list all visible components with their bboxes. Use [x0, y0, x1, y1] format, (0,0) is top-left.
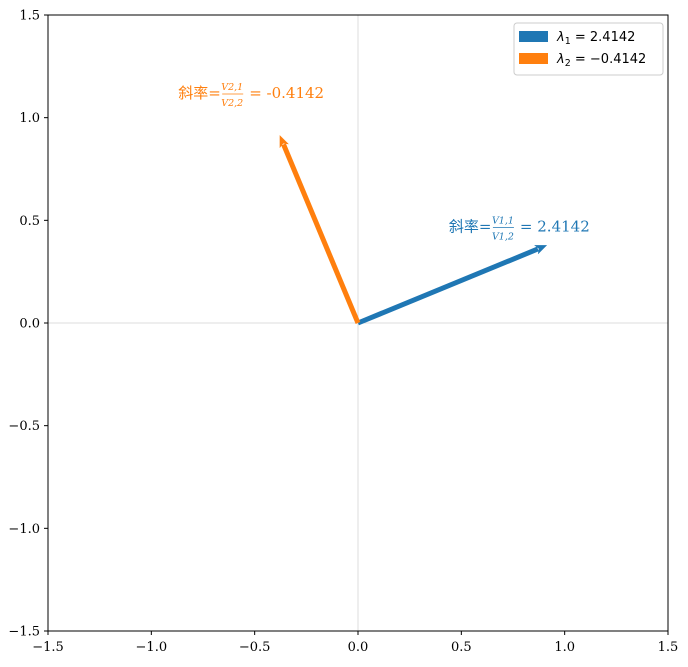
y-tick-label: −1.0	[8, 522, 40, 537]
legend-label: λ1 = 2.4142	[556, 30, 635, 47]
y-tick-label: 0.5	[19, 214, 40, 229]
slope-annotation-2: 斜率= V2,1 V2,2 = -0.4142	[178, 82, 324, 109]
slope-prefix: 斜率=	[449, 217, 492, 235]
eigenvector-arrow-2	[279, 135, 361, 324]
y-tick-label: −1.5	[8, 625, 40, 640]
slope-denominator: V1,2	[492, 231, 514, 242]
slope-prefix: 斜率=	[178, 84, 221, 102]
legend-item-2: λ2 = −0.4142	[519, 52, 646, 69]
x-tick-label: 0.0	[348, 640, 369, 655]
legend-label: λ2 = −0.4142	[556, 52, 646, 69]
x-tick-label: −0.5	[239, 640, 271, 655]
legend-box	[513, 22, 664, 76]
legend-swatch	[519, 53, 548, 64]
x-tick-label: 0.5	[451, 640, 472, 655]
legend-item-1: λ1 = 2.4142	[519, 30, 635, 47]
vector-series	[279, 135, 548, 326]
x-tick-label: −1.5	[32, 640, 64, 655]
y-tick-label: 1.0	[19, 111, 40, 126]
legend: λ1 = 2.4142 λ2 = −0.4142	[513, 22, 664, 76]
legend-swatch	[519, 31, 548, 42]
slope-value: = 2.4142	[520, 217, 590, 235]
slope-numerator: V2,1	[221, 82, 243, 93]
x-tick-label: 1.0	[554, 640, 575, 655]
y-axis-ticks: −1.5 −1.0 −0.5 0.0 0.5 1.0 1.5	[8, 9, 48, 640]
x-tick-label: −1.0	[136, 640, 168, 655]
eigenvector-arrow-1	[357, 245, 548, 326]
y-tick-label: 0.0	[19, 317, 40, 332]
slope-numerator: V1,1	[492, 215, 514, 226]
slope-value: = -0.4142	[249, 84, 324, 102]
y-tick-label: −0.5	[8, 419, 40, 434]
x-tick-label: 1.5	[658, 640, 679, 655]
slope-denominator: V2,2	[221, 98, 243, 109]
x-axis-ticks: −1.5 −1.0 −0.5 0.0 0.5 1.0 1.5	[32, 631, 678, 655]
y-tick-label: 1.5	[19, 9, 40, 24]
slope-annotation-1: 斜率= V1,1 V1,2 = 2.4142	[449, 215, 590, 242]
